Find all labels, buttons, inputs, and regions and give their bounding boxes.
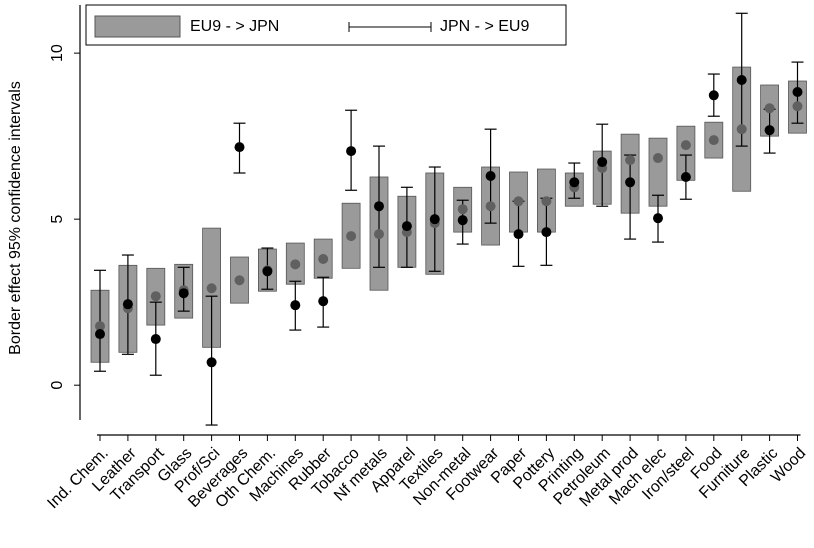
point-estimate	[736, 124, 747, 135]
point-estimate	[150, 334, 161, 345]
point-estimate	[290, 259, 301, 270]
point-estimate	[95, 329, 105, 340]
point-estimate	[429, 214, 440, 225]
point-estimate	[150, 291, 161, 302]
point-estimate	[792, 101, 803, 112]
legend-label: JPN - > EU9	[440, 18, 529, 35]
point-estimate	[792, 86, 803, 97]
point-estimate	[318, 254, 329, 265]
point-estimate	[457, 204, 468, 215]
point-estimate	[485, 201, 496, 212]
y-tick-label: 10	[49, 44, 66, 62]
point-estimate	[764, 125, 775, 136]
point-estimate	[234, 142, 245, 153]
point-estimate	[374, 229, 384, 240]
point-estimate	[764, 103, 775, 114]
point-estimate	[178, 288, 189, 299]
point-estimate	[680, 171, 691, 182]
point-estimate	[122, 299, 133, 310]
point-estimate	[290, 300, 301, 311]
point-estimate	[206, 357, 217, 368]
point-estimate	[513, 229, 524, 240]
point-estimate	[541, 196, 552, 207]
legend-swatch	[94, 15, 181, 38]
point-estimate	[625, 177, 636, 188]
point-estimate	[597, 157, 608, 168]
y-tick-label: 5	[49, 215, 66, 224]
point-estimate	[513, 196, 524, 207]
point-estimate	[346, 146, 357, 157]
point-estimate	[346, 231, 357, 242]
point-estimate	[318, 296, 329, 307]
point-estimate	[206, 283, 217, 294]
point-estimate	[262, 266, 273, 277]
point-estimate	[401, 221, 412, 232]
y-tick-label: 0	[49, 381, 66, 390]
point-estimate	[708, 135, 719, 146]
point-estimate	[374, 201, 384, 212]
point-estimate	[736, 75, 747, 86]
point-estimate	[680, 140, 691, 151]
point-estimate	[625, 155, 636, 166]
point-estimate	[541, 227, 552, 238]
legend-label: EU9 - > JPN	[190, 18, 279, 35]
point-estimate	[708, 90, 719, 101]
point-estimate	[569, 177, 580, 188]
point-estimate	[653, 153, 663, 164]
point-estimate	[653, 213, 663, 224]
point-estimate	[234, 275, 245, 286]
point-estimate	[95, 321, 105, 332]
point-estimate	[457, 215, 468, 226]
y-axis-label: Border effect 95% confidence intervals	[7, 81, 24, 355]
point-estimate	[485, 170, 496, 181]
